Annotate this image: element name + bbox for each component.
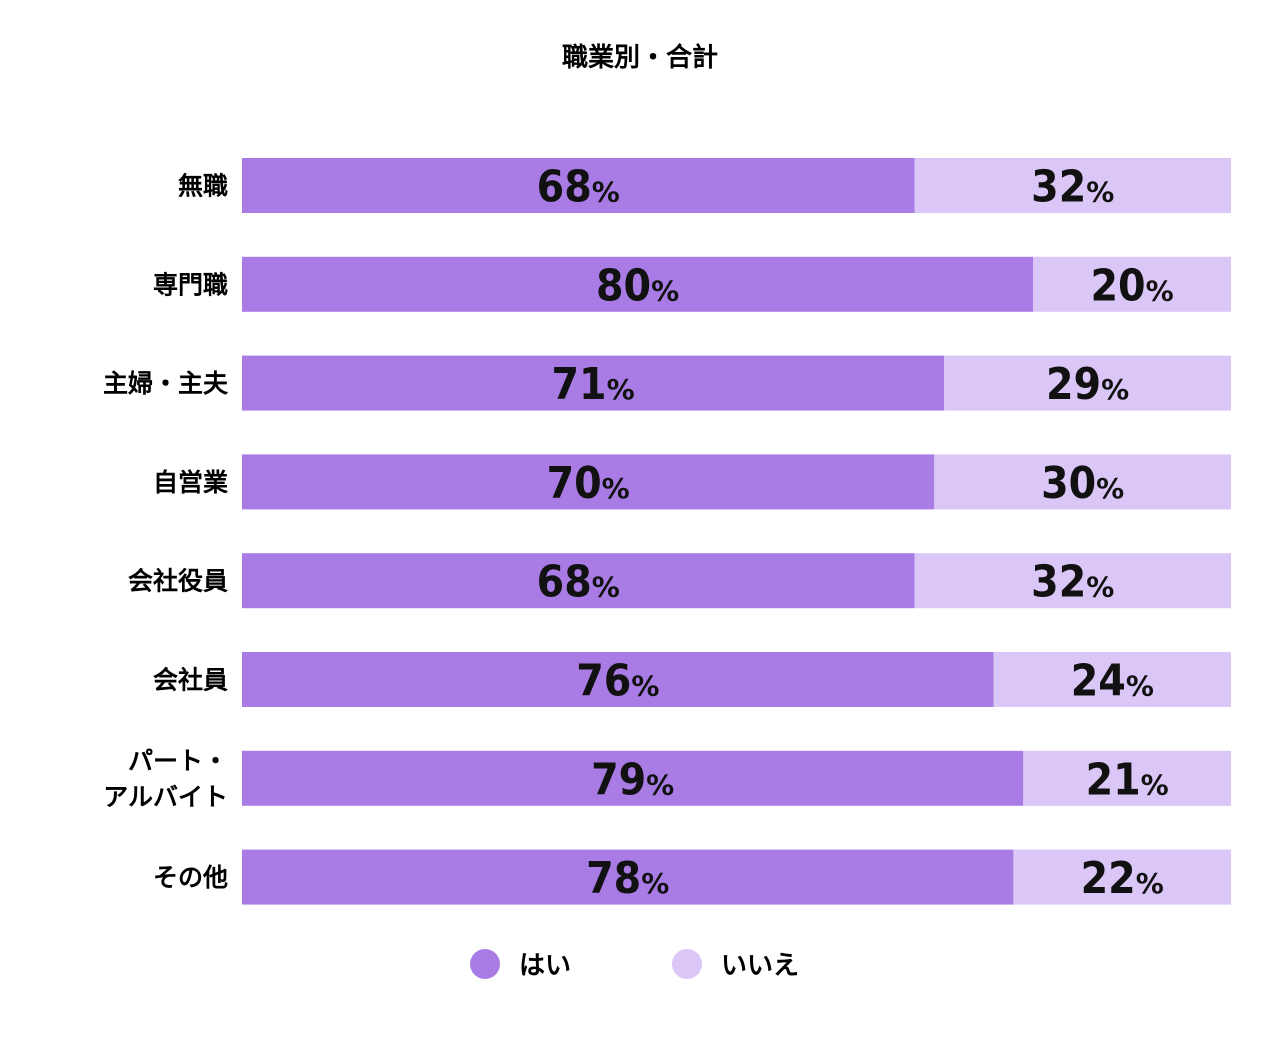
data-label-unit: % bbox=[646, 768, 674, 801]
data-label-unit: % bbox=[1086, 571, 1114, 604]
bar-no bbox=[944, 355, 1231, 411]
data-label-value: 68 bbox=[537, 162, 592, 213]
category-label: 自営業 bbox=[153, 468, 228, 497]
data-label: 21% bbox=[1086, 754, 1169, 805]
data-label: 22% bbox=[1081, 853, 1164, 904]
category-label: 会社員 bbox=[153, 666, 228, 695]
data-label-value: 76 bbox=[576, 656, 631, 707]
bars-layer: 68% 32%80% 20%71% 29%70% 30%68% 32%76% 24%79% 2… bbox=[242, 158, 1231, 905]
data-label: 80% bbox=[596, 260, 679, 311]
bar-yes bbox=[242, 849, 1014, 905]
legend-item-no: いいえ bbox=[672, 949, 799, 981]
data-label-value: 70 bbox=[547, 458, 602, 509]
bar-no bbox=[1023, 750, 1231, 806]
category-label-line: 会社員 bbox=[153, 666, 228, 695]
category-label: その他 bbox=[153, 863, 228, 892]
data-label-unit: % bbox=[641, 867, 669, 900]
data-label: 20% bbox=[1091, 260, 1174, 311]
data-label-value: 24 bbox=[1071, 656, 1126, 707]
category-label-line: 主婦・主夫 bbox=[103, 369, 229, 398]
data-label: 30% bbox=[1041, 458, 1124, 509]
data-label-value: 32 bbox=[1031, 162, 1086, 213]
data-label-value: 22 bbox=[1081, 853, 1136, 904]
category-label-line: その他 bbox=[153, 863, 228, 892]
data-label: 29% bbox=[1046, 359, 1129, 410]
data-label-unit: % bbox=[1096, 472, 1124, 505]
data-label-value: 79 bbox=[591, 754, 646, 805]
category-label-line: アルバイト bbox=[103, 782, 228, 811]
bar-yes bbox=[242, 652, 994, 707]
legend-label: はい bbox=[519, 951, 571, 981]
category-label: パート・アルバイト bbox=[103, 746, 228, 811]
data-label-unit: % bbox=[651, 274, 679, 307]
category-label-line: 自営業 bbox=[153, 468, 228, 497]
bar-yes bbox=[242, 553, 915, 609]
data-label-unit: % bbox=[592, 571, 620, 604]
data-label-value: 20 bbox=[1091, 260, 1146, 311]
bar-no bbox=[934, 454, 1231, 510]
bar-no bbox=[993, 652, 1231, 707]
data-label-unit: % bbox=[631, 670, 659, 703]
category-label-line: 専門職 bbox=[153, 270, 228, 299]
data-label-value: 68 bbox=[537, 557, 592, 608]
data-label-value: 71 bbox=[552, 359, 607, 410]
data-label: 76% bbox=[576, 656, 659, 707]
data-label-unit: % bbox=[1146, 274, 1174, 307]
data-label: 78% bbox=[586, 853, 669, 904]
bar-yes bbox=[242, 454, 935, 510]
data-label-value: 21 bbox=[1086, 754, 1141, 805]
legend-swatch bbox=[672, 949, 702, 979]
bar-yes bbox=[242, 750, 1024, 806]
data-label: 68% bbox=[537, 557, 620, 608]
data-label-unit: % bbox=[607, 373, 635, 406]
data-label: 79% bbox=[591, 754, 674, 805]
category-label: 主婦・主夫 bbox=[103, 369, 229, 398]
bar-no bbox=[914, 553, 1231, 609]
data-label: 70% bbox=[547, 458, 630, 509]
bar-yes bbox=[242, 355, 945, 411]
legend-label: いいえ bbox=[721, 951, 799, 981]
bar-yes bbox=[242, 256, 1034, 312]
bar-no bbox=[1013, 849, 1231, 905]
bar-no bbox=[914, 158, 1231, 213]
data-label-value: 80 bbox=[596, 260, 651, 311]
data-label-unit: % bbox=[1101, 373, 1129, 406]
data-label: 71% bbox=[552, 359, 635, 410]
data-label-value: 78 bbox=[586, 853, 641, 904]
data-label: 68% bbox=[537, 162, 620, 213]
data-label-value: 30 bbox=[1041, 458, 1096, 509]
data-label-unit: % bbox=[602, 472, 630, 505]
data-label: 32% bbox=[1031, 162, 1114, 213]
category-label-line: 会社役員 bbox=[128, 567, 228, 596]
data-label-unit: % bbox=[1141, 768, 1169, 801]
category-label-line: 無職 bbox=[178, 172, 228, 201]
data-label: 24% bbox=[1071, 656, 1154, 707]
legend-item-yes: はい bbox=[470, 949, 571, 981]
category-label: 専門職 bbox=[153, 270, 228, 299]
chart-title: 職業別・合計 bbox=[562, 42, 718, 73]
legend-swatch bbox=[470, 949, 500, 979]
data-label-value: 29 bbox=[1046, 359, 1101, 410]
data-label-unit: % bbox=[592, 176, 620, 209]
legend: はい いいえ bbox=[470, 949, 799, 981]
bar-yes bbox=[242, 158, 915, 213]
data-label-unit: % bbox=[1136, 867, 1164, 900]
category-label-line: パート・ bbox=[128, 746, 228, 775]
category-label: 無職 bbox=[178, 172, 228, 201]
data-label: 32% bbox=[1031, 557, 1114, 608]
category-label: 会社役員 bbox=[128, 567, 228, 596]
bar-no bbox=[1033, 256, 1231, 312]
data-label-value: 32 bbox=[1031, 557, 1086, 608]
data-label-unit: % bbox=[1126, 670, 1154, 703]
data-label-unit: % bbox=[1086, 176, 1114, 209]
